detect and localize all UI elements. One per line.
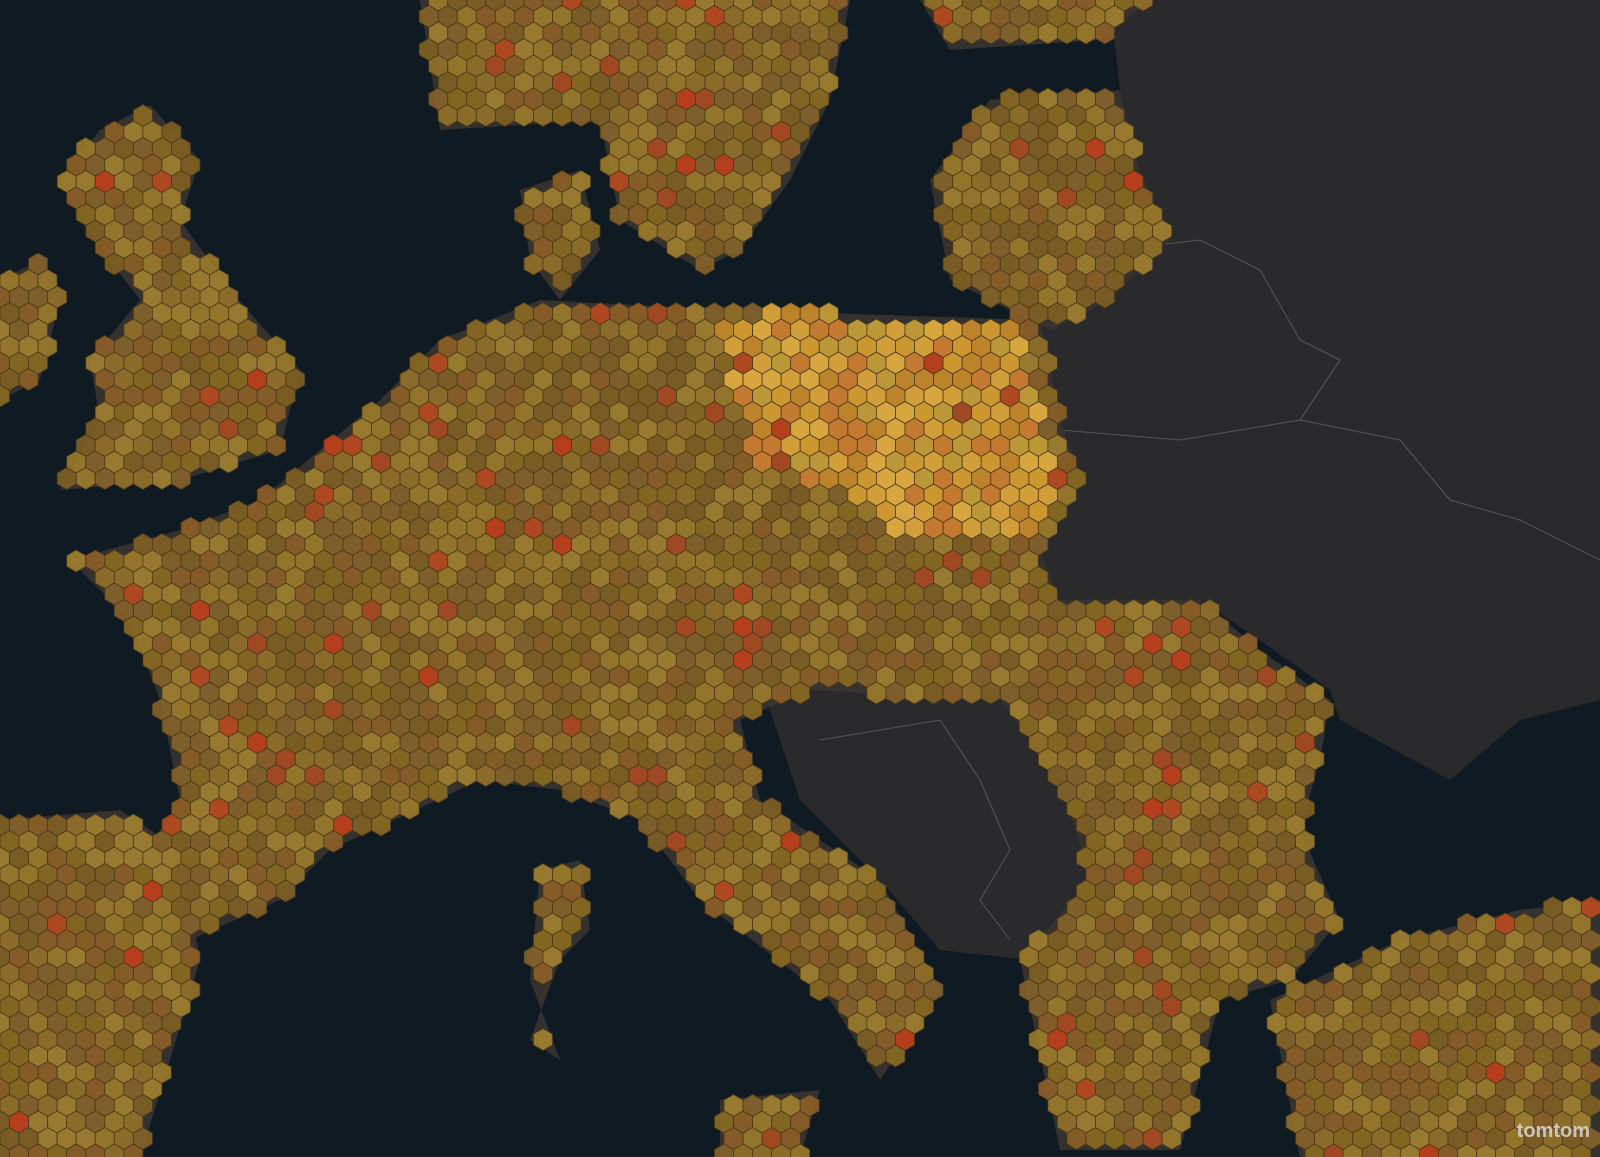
country-border <box>1059 239 1341 441</box>
hex-cell <box>723 236 744 259</box>
hex-cell <box>0 384 10 408</box>
hex-cell <box>18 368 39 391</box>
unshaded-land <box>760 0 1600 960</box>
hex-cell <box>1095 285 1115 309</box>
attribution-logo: tomtom <box>1517 1120 1590 1142</box>
hex-cell <box>552 269 573 292</box>
hex-cell <box>266 434 287 457</box>
balkan-land <box>760 680 1090 960</box>
hex-cell <box>694 252 715 276</box>
hex-cell <box>218 450 239 474</box>
hex-cell <box>171 467 191 490</box>
hex-cell <box>1095 21 1115 45</box>
country-border <box>819 719 1011 941</box>
country-border <box>1299 419 1600 561</box>
hex-cell <box>1133 252 1154 276</box>
hex-cell <box>1066 302 1087 325</box>
hex-cell <box>1133 0 1154 12</box>
